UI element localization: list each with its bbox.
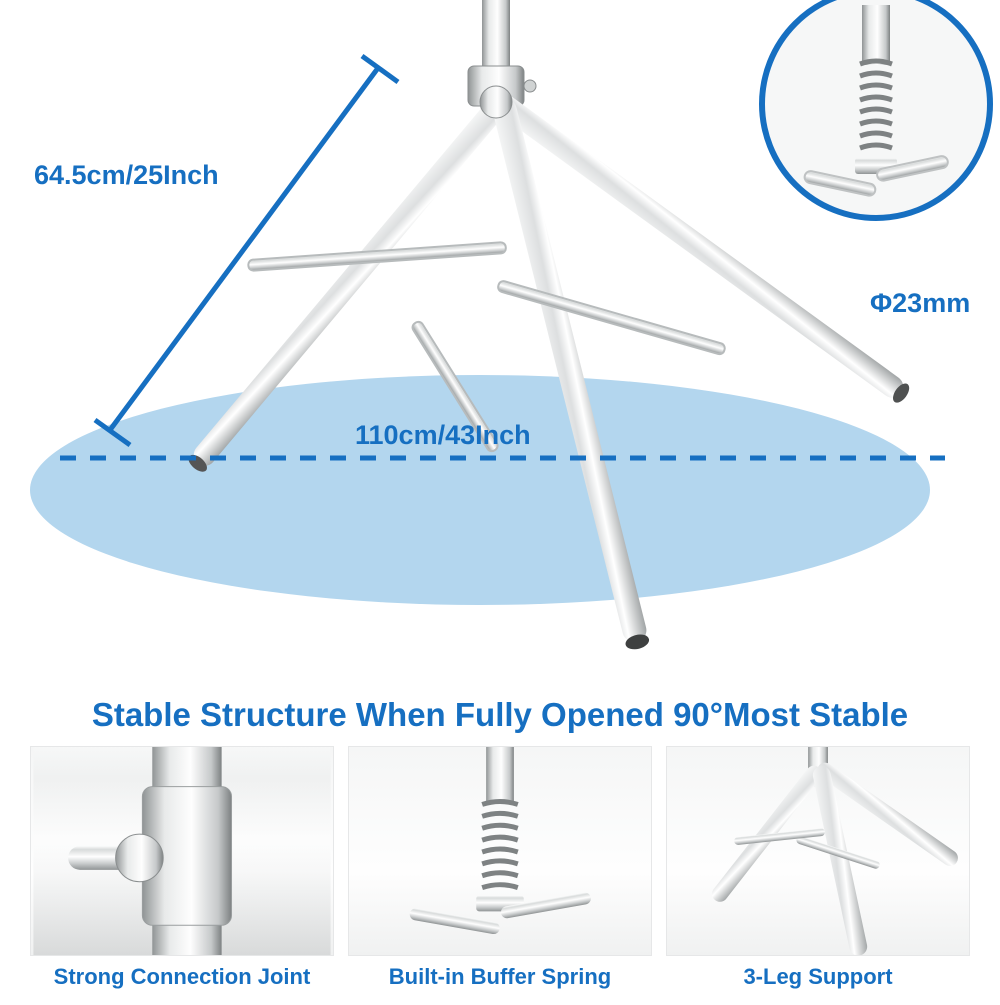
tube-diameter-label: Φ23mm [870, 288, 970, 319]
thumb-spring: Built-in Buffer Spring [348, 746, 652, 990]
thumb-legs: 3-Leg Support [666, 746, 970, 990]
detail-circle [762, 0, 990, 218]
floor-ellipse [30, 375, 930, 605]
base-diameter-label: 110cm/43Inch [355, 420, 531, 451]
leg-length-label: 64.5cm/25Inch [34, 160, 219, 191]
thumb-legs-caption: 3-Leg Support [743, 964, 892, 990]
headline: Stable Structure When Fully Opened 90°Mo… [0, 696, 1000, 734]
thumb-joint: Strong Connection Joint [30, 746, 334, 990]
thumb-legs-image [666, 746, 970, 956]
thumb-spring-image [348, 746, 652, 956]
thumb-joint-caption: Strong Connection Joint [54, 964, 311, 990]
thumbnail-row: Strong Connection Joint Built-in Buffer … [30, 746, 970, 990]
thumb-joint-image [30, 746, 334, 956]
thumb-spring-caption: Built-in Buffer Spring [389, 964, 611, 990]
